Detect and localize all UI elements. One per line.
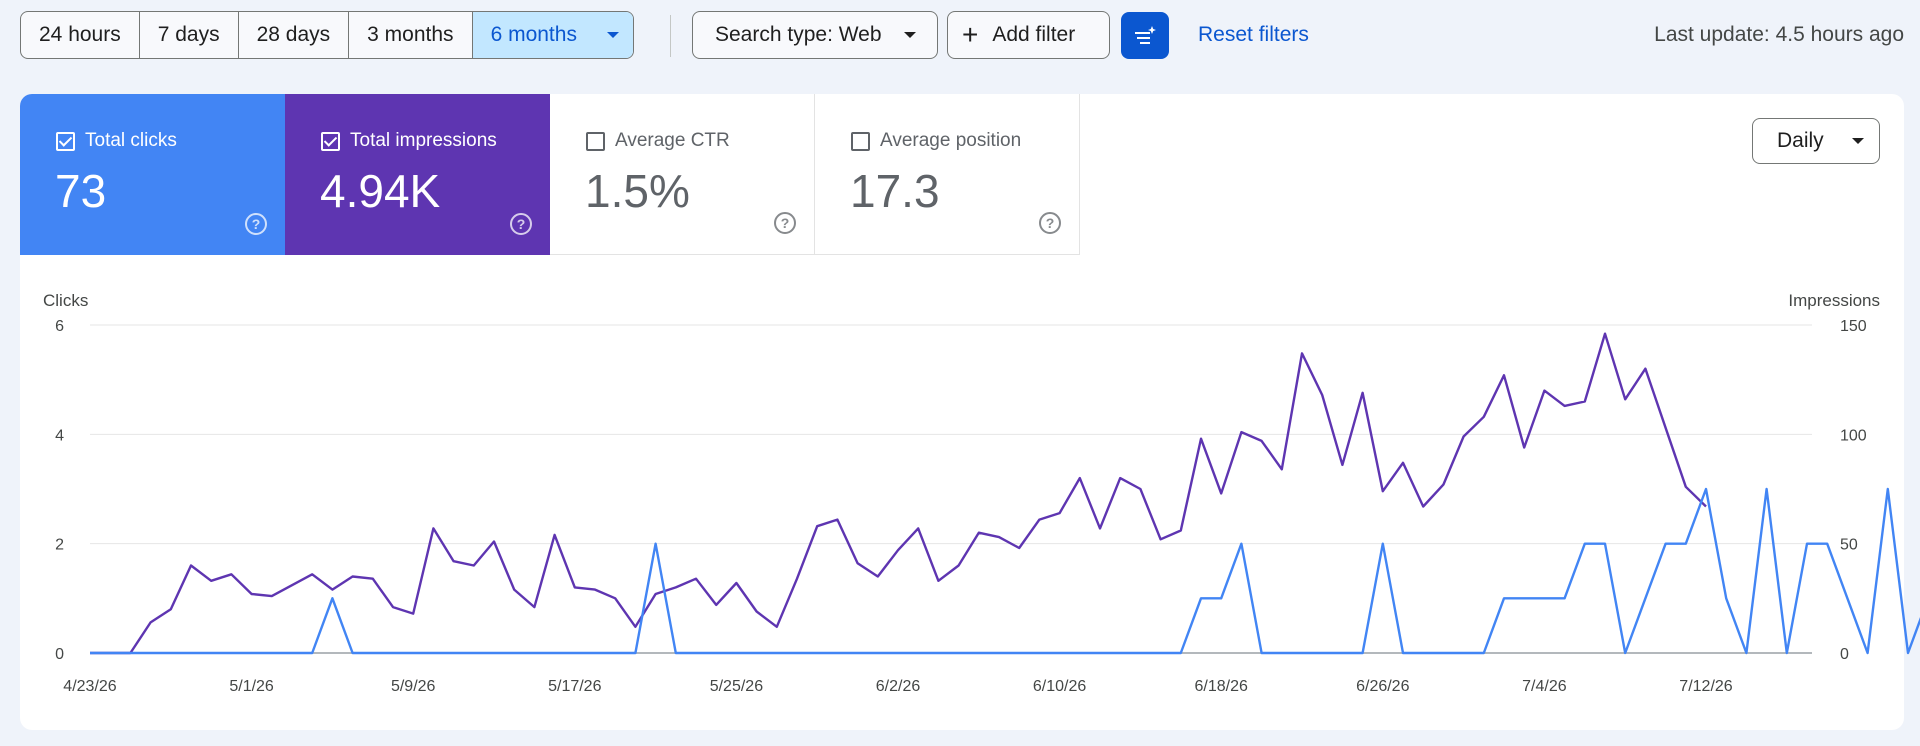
range-28-days-button[interactable]: 28 days (239, 12, 350, 58)
chevron-down-icon (606, 32, 619, 38)
metric-label: Total clicks (85, 130, 177, 151)
metric-total-clicks[interactable]: Total clicks 73 ? (20, 94, 285, 255)
metric-value: 73 (55, 165, 107, 217)
metric-header: Total impressions (321, 130, 497, 152)
toolbar-divider (670, 15, 671, 57)
checkbox-checked-icon[interactable] (321, 131, 340, 151)
checkbox-checked-icon[interactable] (56, 131, 75, 151)
filter-sparkle-icon (1135, 25, 1156, 44)
filter-toolbar: 24 hours 7 days 28 days 3 months 6 month… (20, 11, 1904, 59)
range-6-months-label: 6 months (490, 23, 577, 46)
add-filter-label: Add filter (992, 23, 1076, 46)
last-update-text: Last update: 4.5 hours ago (1654, 23, 1904, 46)
performance-card: Total clicks 73 ? Total impressions 4.94… (20, 94, 1904, 730)
help-icon[interactable]: ? (510, 213, 532, 235)
range-6-months-button[interactable]: 6 months (472, 12, 633, 58)
search-type-dropdown[interactable]: Search type: Web (692, 11, 938, 59)
checkbox-unchecked-icon[interactable] (586, 131, 605, 151)
filter-settings-button[interactable] (1121, 12, 1169, 59)
chevron-down-icon (903, 32, 916, 38)
metric-header: Total clicks (56, 130, 177, 152)
metric-label: Average position (880, 130, 1022, 151)
search-type-label: Search type: Web (715, 23, 882, 46)
date-range-selector: 24 hours 7 days 28 days 3 months 6 month… (20, 11, 634, 59)
metric-total-impressions[interactable]: Total impressions 4.94K ? (285, 94, 550, 255)
range-3-months-button[interactable]: 3 months (349, 12, 473, 58)
help-icon[interactable]: ? (774, 212, 796, 234)
checkbox-unchecked-icon[interactable] (851, 131, 870, 151)
help-icon[interactable]: ? (245, 213, 267, 235)
granularity-dropdown[interactable]: Daily (1752, 118, 1880, 164)
metric-average-ctr[interactable]: Average CTR 1.5% ? (550, 94, 815, 255)
metric-label: Total impressions (350, 130, 497, 151)
chevron-down-icon (1851, 138, 1864, 144)
metric-value: 4.94K (320, 165, 441, 217)
reset-filters-link[interactable]: Reset filters (1198, 23, 1309, 46)
help-icon[interactable]: ? (1039, 212, 1061, 234)
metric-label: Average CTR (615, 130, 730, 151)
range-7-days-button[interactable]: 7 days (140, 12, 239, 58)
add-filter-button[interactable]: + Add filter (947, 11, 1110, 59)
granularity-label: Daily (1777, 129, 1824, 152)
metric-header: Average CTR (586, 130, 730, 152)
metric-average-position[interactable]: Average position 17.3 ? (815, 94, 1080, 255)
metric-header: Average position (851, 130, 1021, 152)
plus-icon: + (962, 19, 979, 50)
metric-value: 17.3 (850, 165, 940, 217)
range-24-hours-button[interactable]: 24 hours (21, 12, 140, 58)
metric-value: 1.5% (585, 165, 690, 217)
